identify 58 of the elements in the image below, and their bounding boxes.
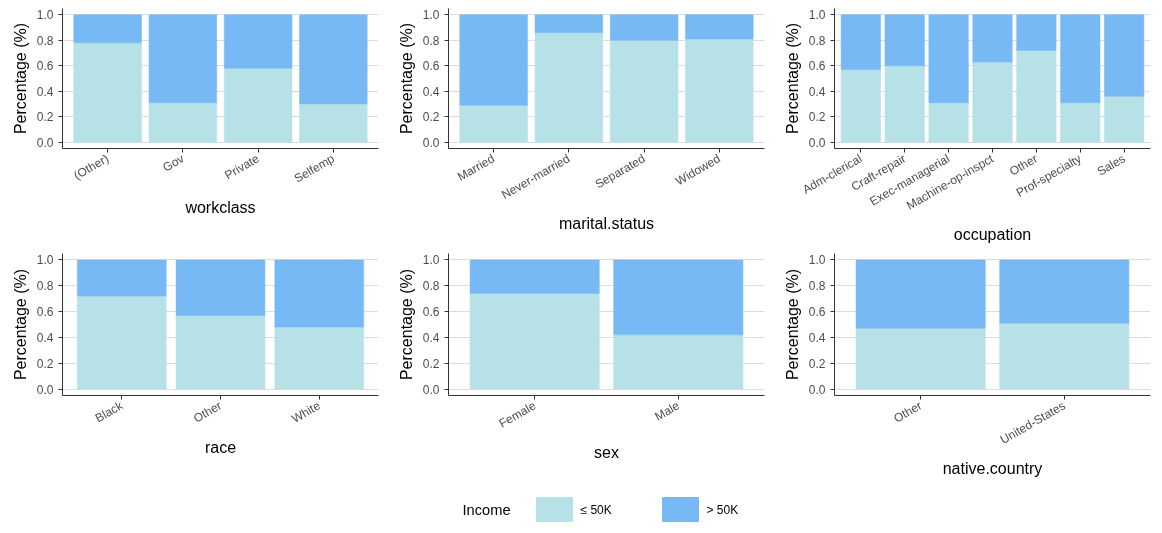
x-tick-label: Other [891, 398, 925, 426]
x-axis-title: native.country [942, 459, 1043, 477]
y-tick-label: 0.4 [808, 84, 826, 99]
y-tick-label: 0.6 [36, 59, 54, 74]
x-axis-title: sex [594, 443, 619, 461]
y-tick-label: 1.0 [808, 253, 826, 268]
y-tick-label: 0.2 [808, 110, 826, 125]
x-tick-label: Gov [160, 151, 187, 175]
y-tick-label: 0.2 [808, 356, 826, 371]
y-tick-label: 0.2 [36, 356, 54, 371]
y-tick-label: 0.6 [36, 305, 54, 320]
y-tick-label: 1.0 [808, 8, 826, 23]
x-axis-title: occupation [953, 225, 1032, 243]
y-tick-label: 0.6 [422, 59, 440, 74]
legend-label: > 50K [706, 502, 739, 517]
y-axis-title: Percentage (%) [11, 268, 29, 381]
y-tick-label: 1.0 [422, 253, 440, 268]
y-tick-label: 0.0 [36, 135, 54, 150]
x-axis-title: race [204, 438, 237, 456]
y-tick-label: 0.8 [36, 279, 54, 294]
y-tick-label: 0.4 [36, 330, 54, 345]
x-tick-label: Male [652, 398, 683, 424]
y-tick-label: 0.0 [422, 382, 440, 397]
y-tick-label: 0.8 [808, 279, 826, 294]
x-axis-title: workclass [184, 198, 256, 216]
y-axis-title: Percentage (%) [783, 22, 801, 135]
y-tick-label: 0.8 [808, 33, 826, 48]
legend-title: Income [462, 501, 511, 518]
legend-label: ≤ 50K [580, 502, 612, 517]
y-tick-label: 0.8 [36, 33, 54, 48]
y-axis-title: Percentage (%) [783, 268, 801, 381]
y-tick-label: 0.0 [808, 135, 826, 150]
y-tick-label: 0.2 [422, 356, 440, 371]
y-tick-label: 0.6 [422, 305, 440, 320]
y-tick-label: 0.4 [422, 330, 440, 345]
x-tick-label: Other [191, 398, 224, 426]
y-tick-label: 0.2 [422, 110, 440, 125]
x-tick-label: Black [92, 397, 127, 426]
y-tick-label: 0.4 [422, 84, 440, 99]
y-tick-label: 0.4 [808, 330, 826, 345]
y-tick-label: 1.0 [36, 8, 54, 23]
y-axis-title: Percentage (%) [11, 22, 29, 135]
y-axis-title: Percentage (%) [397, 22, 415, 135]
y-tick-label: 0.2 [36, 110, 54, 125]
y-tick-label: 0.8 [422, 279, 440, 294]
x-axis-title: marital.status [558, 214, 655, 232]
y-tick-label: 0.0 [808, 382, 826, 397]
x-tick-label: White [289, 398, 324, 426]
y-tick-label: 0.0 [422, 135, 440, 150]
y-tick-label: 0.6 [808, 59, 826, 74]
y-axis-title: Percentage (%) [397, 268, 415, 381]
y-tick-label: 1.0 [422, 8, 440, 23]
y-tick-label: 1.0 [36, 253, 54, 268]
x-tick-label: Sales [1094, 151, 1128, 179]
y-tick-label: 0.0 [36, 382, 54, 397]
y-tick-label: 0.6 [808, 305, 826, 320]
y-tick-label: 0.8 [422, 33, 440, 48]
y-tick-label: 0.4 [36, 84, 54, 99]
